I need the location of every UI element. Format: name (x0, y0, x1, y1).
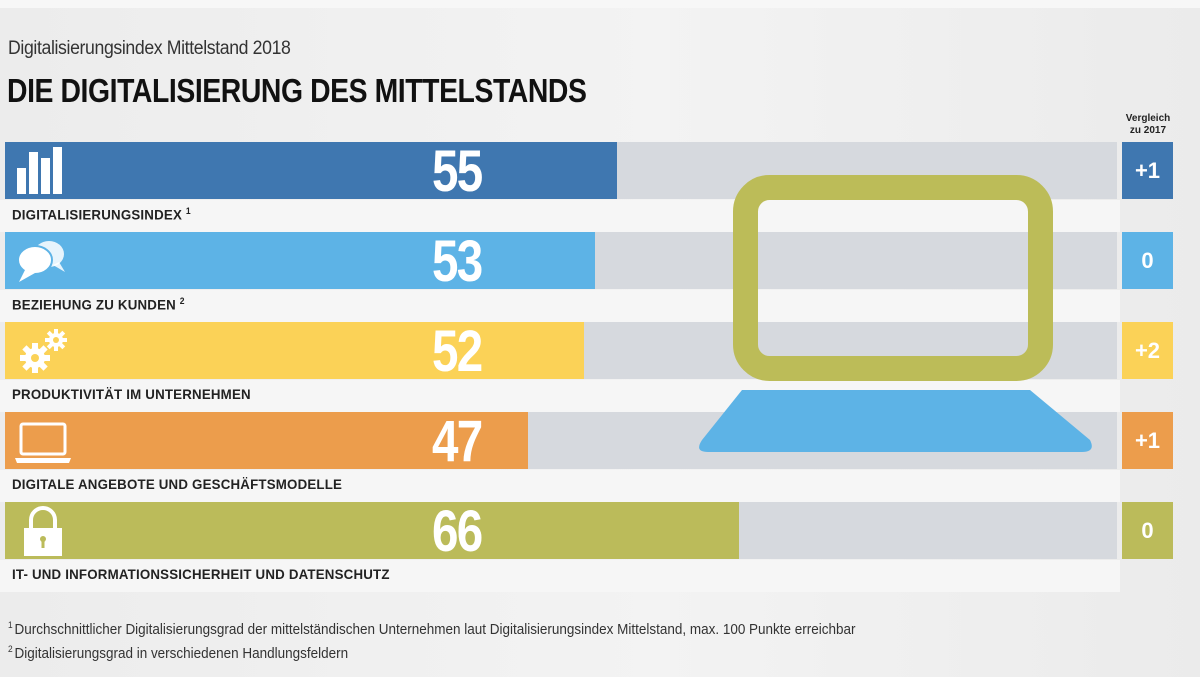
bar-1: 55 (5, 139, 617, 204)
change-badge: +1 (1122, 142, 1173, 199)
bar-value-label: 47 (432, 409, 483, 474)
category-label-text: IT- UND INFORMATIONSSICHERHEIT UND DATEN… (12, 566, 390, 582)
bar-3: 52 (5, 319, 584, 384)
label-strip (0, 560, 1120, 592)
change-badge: 0 (1122, 232, 1173, 289)
comparison-heading: Vergleich zu 2017 (1118, 113, 1178, 137)
footnote-1-marker: 1 (8, 620, 13, 630)
top-strip (0, 0, 1200, 8)
laptop-screen-frame (733, 175, 1053, 381)
comparison-heading-line2: zu 2017 (1129, 125, 1167, 136)
category-label-text: PRODUKTIVITÄT IM UNTERNEHMEN (12, 386, 251, 402)
speech-bubbles-icon (13, 236, 73, 286)
chart-subtitle: Digitalisierungsindex Mittelstand 2018 (8, 38, 291, 59)
category-label-text: DIGITALISIERUNGSINDEX (12, 206, 183, 223)
category-label: BEZIEHUNG ZU KUNDEN 2 (12, 296, 185, 313)
bar-4: 47 (5, 409, 528, 474)
category-label: PRODUKTIVITÄT IM UNTERNEHMEN (12, 386, 251, 402)
category-label: IT- UND INFORMATIONSSICHERHEIT UND DATEN… (12, 566, 390, 582)
label-strip (0, 290, 1120, 322)
bar-value-label: 55 (432, 139, 483, 204)
footnote-2-text: Digitalisierungsgrad in verschiedenen Ha… (14, 645, 349, 662)
gears-icon (13, 326, 73, 376)
change-badge: 0 (1122, 502, 1173, 559)
category-label: DIGITALISIERUNGSINDEX 1 (12, 206, 191, 223)
bar-5: 66 (5, 499, 739, 564)
comparison-heading-line1: Vergleich (1125, 113, 1171, 124)
category-label-text: BEZIEHUNG ZU KUNDEN (12, 296, 176, 313)
change-badge: +1 (1122, 412, 1173, 469)
bar-chart-icon (13, 146, 73, 196)
footnote-marker: 1 (185, 206, 191, 216)
category-label: DIGITALE ANGEBOTE UND GESCHÄFTSMODELLE (12, 476, 342, 492)
footnote-2: 2 Digitalisierungsgrad in verschiedenen H… (8, 644, 348, 662)
chart-title: DIE DIGITALISIERUNG DES MITTELSTANDS (7, 72, 587, 109)
laptop-illustration (699, 175, 1092, 452)
padlock-icon (13, 506, 73, 556)
footnote-marker: 2 (179, 296, 185, 306)
category-label-text: DIGITALE ANGEBOTE UND GESCHÄFTSMODELLE (12, 476, 343, 492)
laptop-icon (13, 416, 73, 466)
bar-value-label: 66 (432, 499, 483, 564)
footnote-1-text: Durchschnittlicher Digitalisierungsgrad … (14, 621, 856, 638)
bar-value-label: 53 (432, 229, 483, 294)
footnote-1: 1 Durchschnittlicher Digitalisierungsgrad… (8, 620, 856, 638)
bar-value-label: 52 (432, 319, 483, 384)
label-strip (0, 470, 1120, 502)
label-strip (0, 200, 1120, 232)
bar-2: 53 (5, 229, 595, 294)
laptop-base (699, 390, 1092, 452)
footnote-2-marker: 2 (8, 644, 13, 654)
change-badge: +2 (1122, 322, 1173, 379)
